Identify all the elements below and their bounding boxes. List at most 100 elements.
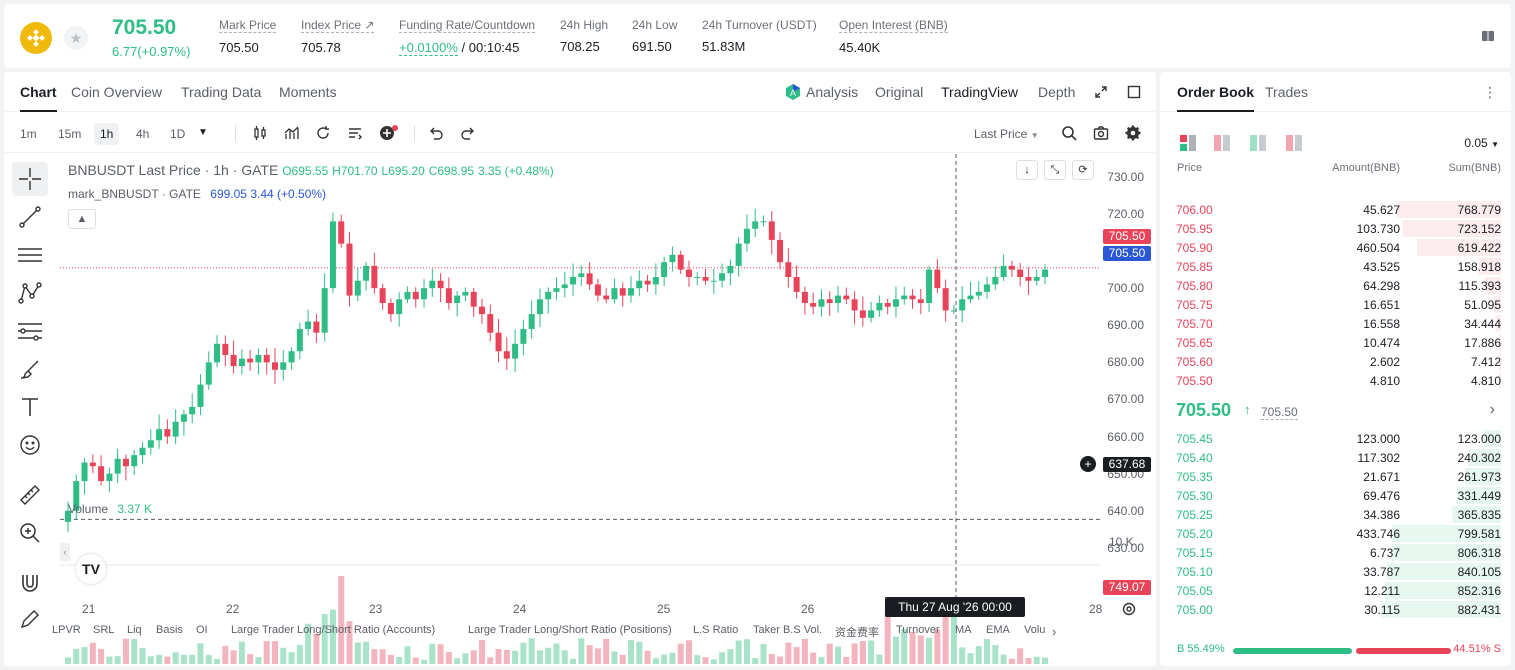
indicator-turnover[interactable]: Turnover [896, 624, 940, 636]
expand-icon[interactable] [1094, 85, 1108, 99]
zoom-in-tool-icon[interactable] [12, 516, 48, 550]
price-source-select[interactable]: Last Price ▼ [974, 127, 1039, 141]
view-sell-icon[interactable] [1214, 135, 1230, 151]
view-both-icon[interactable] [1180, 135, 1196, 151]
chevron-right-icon[interactable]: › [1489, 401, 1495, 418]
chart-settings-gear-icon[interactable] [1121, 601, 1137, 617]
candle-type-icon[interactable] [252, 125, 268, 141]
timeframe-1d[interactable]: 1D [170, 127, 186, 141]
candlestick-chart[interactable] [60, 154, 1100, 664]
chart-reset-button[interactable]: ⟳ [1072, 160, 1094, 180]
toolbar-collapse-arrow-icon[interactable]: ‹ [60, 543, 70, 561]
crosshair-tool-icon[interactable] [12, 162, 48, 196]
indicator-funding-rate[interactable]: 资金费率 [835, 627, 879, 639]
ask-row[interactable]: 705.90 460.504 619.422 [1160, 238, 1511, 257]
pattern-tool-icon[interactable] [12, 276, 48, 310]
more-vertical-icon[interactable]: ⋮ [1483, 84, 1497, 100]
indicator-lpvr[interactable]: LPVR [52, 624, 81, 636]
tab-chart[interactable]: Chart [20, 84, 57, 112]
ask-row[interactable]: 705.95 103.730 723.152 [1160, 219, 1511, 238]
ask-row[interactable]: 705.85 43.525 158.918 [1160, 257, 1511, 276]
bid-row[interactable]: 705.40 117.302 240.302 [1160, 448, 1511, 467]
tab-order-book[interactable]: Order Book [1177, 84, 1255, 112]
tab-moments[interactable]: Moments [279, 84, 337, 100]
bid-row[interactable]: 705.20 433.746 799.581 [1160, 524, 1511, 543]
bid-row[interactable]: 705.00 30.115 882.431 [1160, 600, 1511, 619]
stat-index-price[interactable]: Index Price ↗ 705.78 [301, 18, 375, 55]
ask-row[interactable]: 705.80 64.298 115.393 [1160, 276, 1511, 295]
bid-row[interactable]: 705.35 21.671 261.973 [1160, 467, 1511, 486]
bid-row[interactable]: 705.30 69.476 331.449 [1160, 486, 1511, 505]
bid-row[interactable]: 705.45 123.000 123.000 [1160, 429, 1511, 448]
tradingview-logo-icon[interactable]: TV [76, 554, 106, 584]
view-original[interactable]: Original [875, 84, 924, 100]
indicator-scroll-right-icon[interactable]: › [1052, 624, 1057, 639]
camera-icon[interactable] [1093, 125, 1109, 141]
tab-trading-data[interactable]: Trading Data [181, 84, 262, 100]
tab-trades[interactable]: Trades [1265, 84, 1309, 100]
trend-line-tool-icon[interactable] [12, 200, 48, 234]
view-depth[interactable]: Depth [1038, 84, 1076, 100]
timeframe-dropdown-icon[interactable]: ▼ [198, 127, 208, 138]
bid-row[interactable]: 705.10 33.787 840.105 [1160, 562, 1511, 581]
ask-row[interactable]: 705.70 16.558 34.444 [1160, 314, 1511, 333]
fullscreen-icon[interactable] [1127, 85, 1141, 99]
add-alert-icon[interactable] [379, 125, 398, 141]
indicator-oi[interactable]: OI [196, 624, 208, 636]
indicator-trader-ratio-accounts[interactable]: Large Trader Long/Short Ratio (Accounts) [231, 624, 436, 636]
timeframe-1m[interactable]: 1m [20, 127, 37, 141]
timeframe-15m[interactable]: 15m [58, 127, 82, 141]
stat-funding-rate[interactable]: Funding Rate/Countdown +0.0100% / 00:10:… [399, 18, 536, 56]
text-tool-icon[interactable] [12, 390, 48, 424]
bid-row[interactable]: 705.15 6.737 806.318 [1160, 543, 1511, 562]
collapse-legend-button[interactable]: ▲ [68, 209, 96, 229]
book-icon[interactable] [1481, 29, 1495, 43]
stat-open-interest[interactable]: Open Interest (BNB) 45.40K [839, 18, 948, 55]
indicator-volume[interactable]: Volu [1024, 624, 1046, 636]
indicator-ls-ratio[interactable]: L.S Ratio [693, 624, 739, 636]
timeframe-4h[interactable]: 4h [136, 127, 150, 141]
chart-fit-button[interactable]: ⤡ [1044, 160, 1066, 180]
tab-coin-overview[interactable]: Coin Overview [71, 84, 163, 100]
horizontal-lines-tool-icon[interactable] [12, 238, 48, 272]
undo-icon[interactable] [428, 125, 444, 141]
favorite-star-icon[interactable]: ★ [64, 26, 88, 50]
indicator-taker-vol[interactable]: Taker B.S Vol. [753, 624, 823, 636]
indicator-ma[interactable]: MA [955, 624, 972, 636]
ask-row[interactable]: 705.75 16.651 51.095 [1160, 295, 1511, 314]
ask-row[interactable]: 706.00 45.627 768.779 [1160, 200, 1511, 219]
view-depth-icon[interactable] [1286, 135, 1302, 151]
settings-gear-icon[interactable] [1125, 125, 1141, 141]
indicator-ema[interactable]: EMA [986, 624, 1010, 636]
indicator-liq[interactable]: Liq [127, 624, 142, 636]
emoji-tool-icon[interactable] [12, 428, 48, 462]
indicator-trader-ratio-positions[interactable]: Large Trader Long/Short Ratio (Positions… [468, 624, 672, 636]
bid-row[interactable]: 705.05 12.211 852.316 [1160, 581, 1511, 600]
add-order-plus-icon[interactable]: + [1080, 456, 1096, 472]
brush-tool-icon[interactable] [12, 352, 48, 386]
ask-row[interactable]: 705.60 2.602 7.412 [1160, 352, 1511, 371]
analysis-icon[interactable]: A [784, 83, 802, 101]
row-price: 705.15 [1176, 546, 1213, 560]
indicators-icon[interactable] [284, 125, 300, 141]
timeframe-1h[interactable]: 1h [94, 123, 120, 145]
ask-row[interactable]: 705.65 10.474 17.886 [1160, 333, 1511, 352]
view-buy-icon[interactable] [1250, 135, 1266, 151]
view-analysis[interactable]: Analysis [806, 84, 859, 100]
fib-tool-icon[interactable] [12, 314, 48, 348]
ask-row[interactable]: 705.50 4.810 4.810 [1160, 371, 1511, 390]
redo-icon[interactable] [460, 125, 476, 141]
precision-select[interactable]: 0.05 ▼ [1464, 136, 1499, 150]
scroll-to-latest-button[interactable]: ↓ [1016, 160, 1038, 180]
stat-mark-price[interactable]: Mark Price 705.50 [219, 18, 277, 55]
search-icon[interactable] [1061, 125, 1077, 141]
pencil-lock-tool-icon[interactable] [12, 602, 48, 636]
indicator-basis[interactable]: Basis [156, 624, 183, 636]
templates-icon[interactable] [347, 125, 363, 141]
replay-icon[interactable] [315, 125, 331, 141]
magnet-tool-icon[interactable] [12, 566, 48, 600]
ruler-tool-icon[interactable] [12, 478, 48, 512]
view-tradingview[interactable]: TradingView [941, 84, 1019, 100]
bid-row[interactable]: 705.25 34.386 365.835 [1160, 505, 1511, 524]
indicator-srl[interactable]: SRL [93, 624, 115, 636]
